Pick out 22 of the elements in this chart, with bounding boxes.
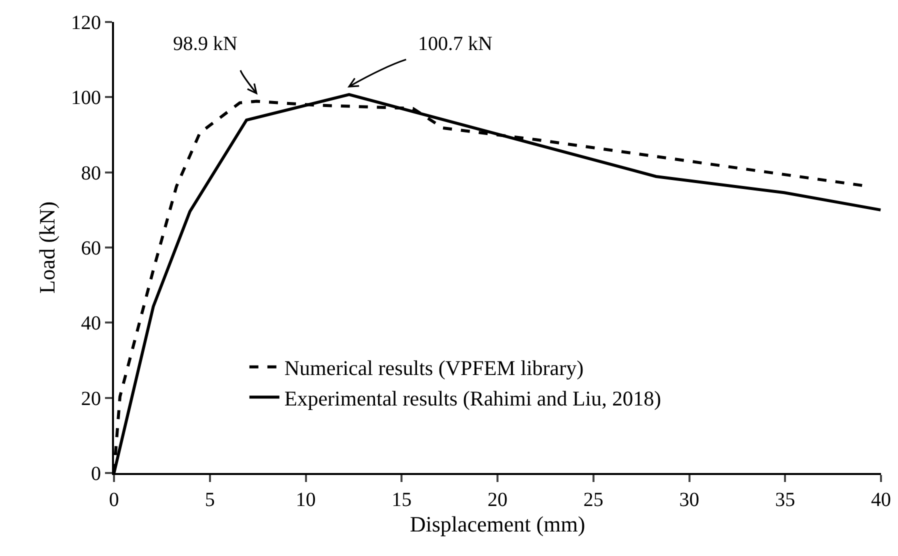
x-tick-label: 10 <box>296 489 316 511</box>
x-tick-label: 15 <box>392 489 412 511</box>
annotation: 100.7 kN <box>418 33 492 55</box>
x-tick-label: 5 <box>204 489 215 511</box>
y-tick-label: 40 <box>81 312 101 335</box>
x-tick-label: 35 <box>775 489 796 511</box>
y-tick-label: 80 <box>81 162 101 184</box>
y-axis-title: Load (kN) <box>34 201 60 294</box>
y-tick-label: 20 <box>81 388 101 410</box>
x-axis-title: Displacement (mm) <box>410 511 586 536</box>
y-tick-label: 0 <box>91 463 101 485</box>
x-tick-label: 40 <box>871 489 891 511</box>
annotation: 98.9 kN <box>173 33 238 55</box>
x-tick-label: 30 <box>679 489 700 511</box>
legend-label: Experimental results (Rahimi and Liu, 2018) <box>284 386 662 410</box>
x-tick-label: 20 <box>488 489 508 511</box>
y-tick-label: 120 <box>71 12 101 34</box>
legend-label: Numerical results (VPFEM library) <box>284 356 584 380</box>
y-tick-label: 60 <box>81 238 101 260</box>
x-tick-label: 0 <box>109 489 119 511</box>
x-tick-label: 25 <box>583 489 604 511</box>
y-tick-label: 100 <box>71 87 101 110</box>
